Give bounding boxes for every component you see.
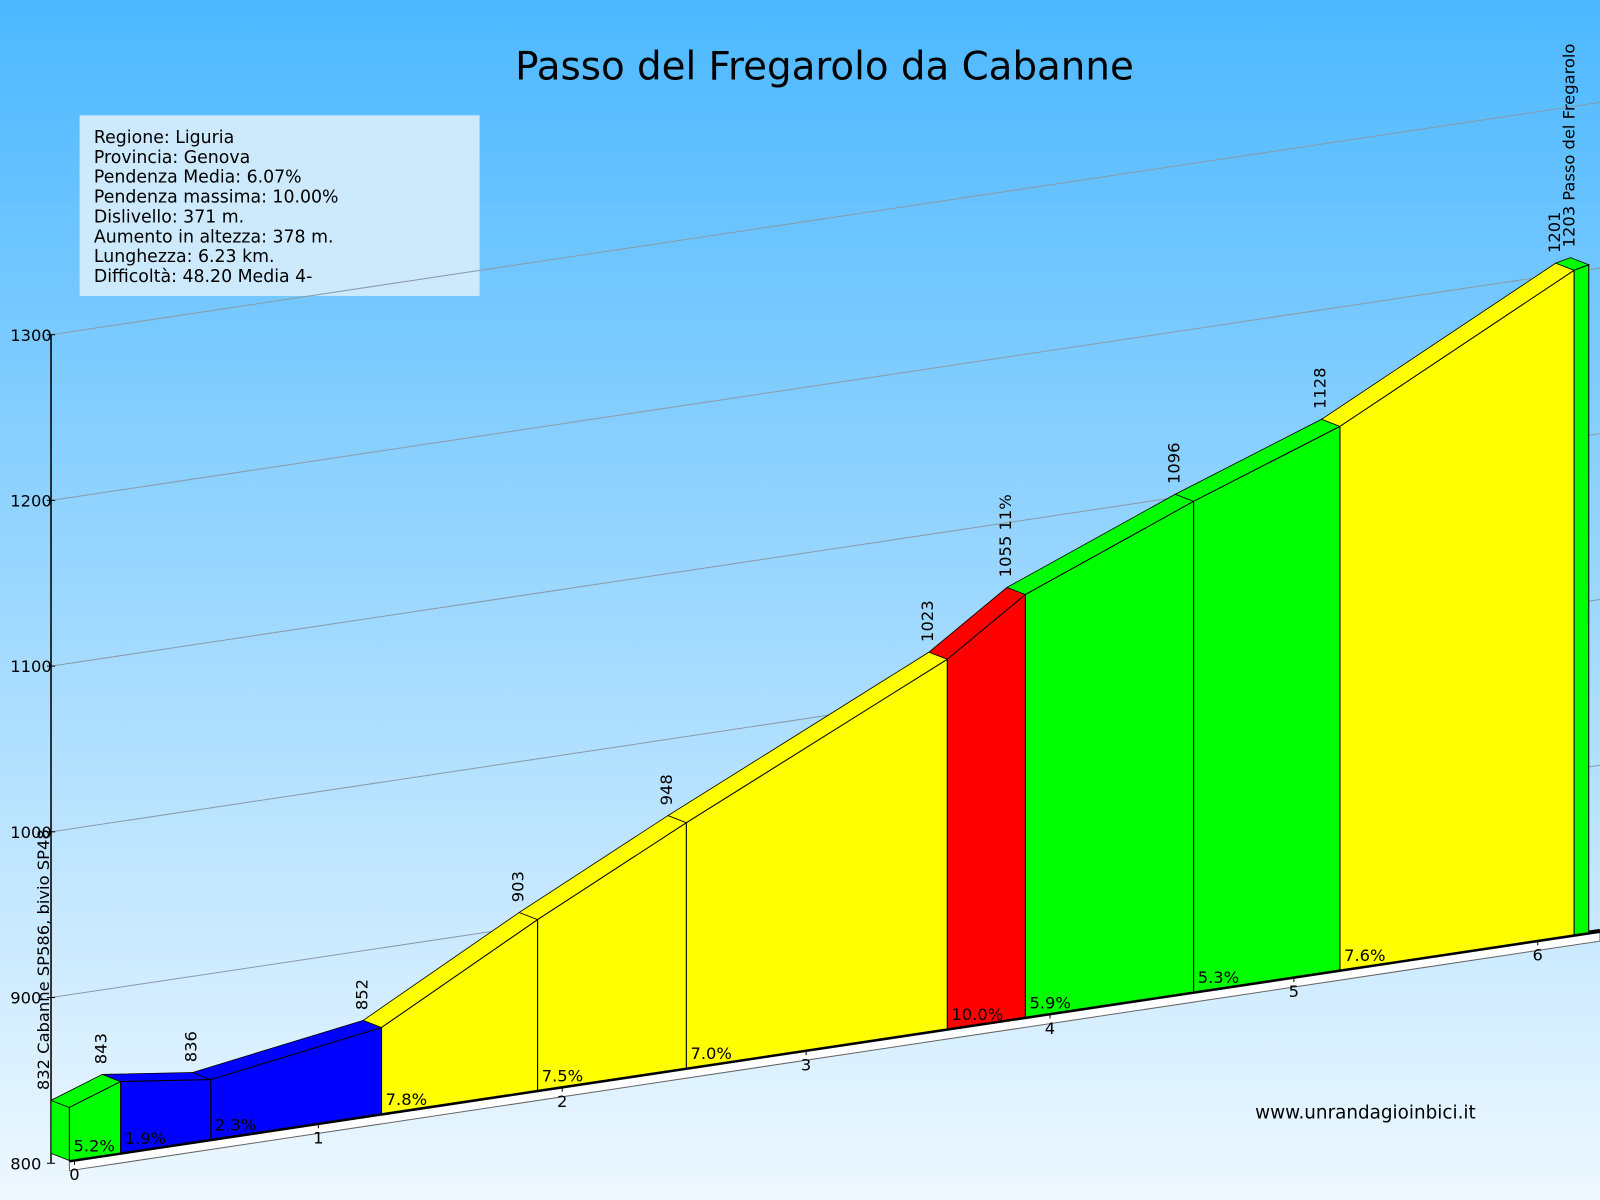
elevation-label: 843: [91, 1033, 110, 1064]
x-tick-label: 2: [557, 1092, 567, 1111]
grade-label: 10.0%: [951, 1005, 1003, 1024]
elevation-label: 1055 11%: [996, 494, 1015, 577]
y-tick-label: 1000: [10, 823, 52, 842]
elevation-label: 852: [352, 979, 371, 1010]
y-tick-label: 800: [10, 1154, 41, 1173]
y-tick-label: 1100: [10, 657, 52, 676]
x-tick-label: 5: [1289, 982, 1299, 1001]
info-line: Provincia: Genova: [94, 148, 250, 168]
info-line: Aumento in altezza: 378 m.: [94, 227, 334, 247]
elevation-label: 903: [508, 871, 527, 902]
grade-label: 7.5%: [542, 1066, 583, 1085]
x-tick-label: 3: [801, 1055, 811, 1074]
elevation-label: 1096: [1164, 442, 1183, 484]
segment-face: [1573, 264, 1590, 936]
info-box: [79, 115, 480, 296]
side-face: [50, 1099, 70, 1162]
source: www.unrandagioinbici.it: [1255, 1102, 1476, 1123]
y-tick-label: 1200: [10, 492, 52, 511]
grade-label: 5.9%: [1029, 993, 1070, 1012]
info-line: Lunghezza: 6.23 km.: [94, 247, 275, 267]
chart-title: Passo del Fregarolo da Cabanne: [515, 45, 1134, 90]
elevation-label: 948: [657, 774, 676, 805]
elevation-label: 1203 Passo del Fregarolo: [1559, 44, 1578, 248]
x-tick-label: 4: [1045, 1019, 1055, 1038]
grid-line: [50, 267, 1600, 501]
info-line: Regione: Liguria: [94, 128, 234, 148]
grade-label: 5.2%: [73, 1137, 114, 1156]
x-tick-label: 0: [69, 1165, 79, 1184]
elevation-label: 832 Cabanne SP586, bivio SP48: [34, 829, 53, 1090]
grade-label: 7.6%: [1344, 946, 1385, 965]
info-line: Difficoltà: 48.20 Media 4-: [94, 267, 313, 287]
elevation-label: 1201: [1545, 211, 1564, 253]
grade-label: 7.8%: [386, 1090, 427, 1109]
grade-label: 2.3%: [215, 1116, 256, 1135]
grid-line: [50, 101, 1600, 336]
elevation-label: 1128: [1311, 368, 1330, 410]
info-line: Pendenza Media: 6.07%: [94, 168, 302, 188]
elevation-label: 836: [182, 1031, 201, 1062]
elevation-label: 1023: [918, 600, 937, 642]
info-line: Dislivello: 371 m.: [94, 207, 244, 227]
y-tick-label: 1300: [10, 326, 52, 345]
segment-face: [946, 593, 1026, 1030]
x-tick-label: 6: [1533, 946, 1543, 965]
segment-face: [1193, 425, 1341, 993]
grade-label: 1.9%: [125, 1129, 166, 1148]
y-tick-label: 900: [10, 989, 41, 1008]
grade-label: 5.3%: [1198, 968, 1239, 987]
grade-label: 7.0%: [690, 1044, 731, 1063]
info-line: Pendenza massima: 10.00%: [94, 188, 339, 208]
x-tick-label: 1: [313, 1129, 323, 1148]
